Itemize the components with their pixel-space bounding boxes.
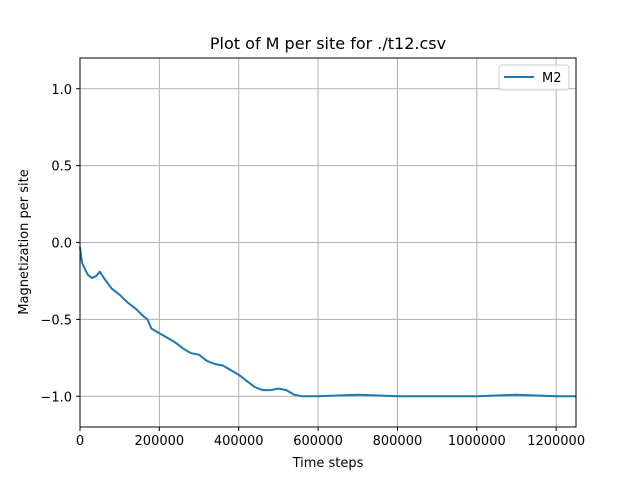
series-layer <box>79 246 576 398</box>
y-axis-label: Magnetization per site <box>17 169 32 314</box>
legend-label: M2 <box>542 71 562 86</box>
x-tick-label: 200000 <box>135 434 185 449</box>
x-tick-label: 0 <box>76 434 84 449</box>
series-line-m2 <box>79 246 576 398</box>
y-tick-label: −0.5 <box>40 313 72 328</box>
y-tick-label: −1.0 <box>40 390 72 405</box>
x-axis-label: Time steps <box>292 456 364 471</box>
y-tick-label: 0.0 <box>51 237 72 252</box>
y-axis: −1.0 −0.5 0.0 0.5 1.0 <box>40 83 80 405</box>
y-tick-label: 1.0 <box>51 83 72 98</box>
x-tick-label: 400000 <box>214 434 264 449</box>
x-tick-label: 600000 <box>293 434 343 449</box>
x-tick-label: 800000 <box>373 434 423 449</box>
x-axis: 0 200000 400000 600000 800000 1000000 1200000 <box>76 427 585 449</box>
legend: M2 <box>498 64 570 91</box>
y-tick-label: 0.5 <box>51 160 72 175</box>
x-tick-label: 1000000 <box>448 434 506 449</box>
grid <box>79 58 576 427</box>
chart-title: Plot of M per site for ./t12.csv <box>210 34 446 53</box>
x-tick-label: 1200000 <box>527 434 585 449</box>
